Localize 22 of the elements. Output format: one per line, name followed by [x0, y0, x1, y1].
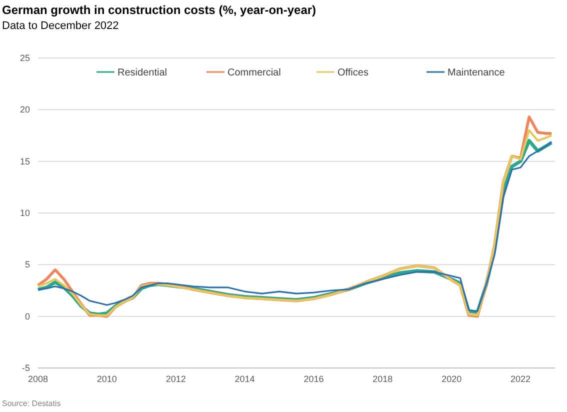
chart-subtitle: Data to December 2022: [2, 20, 119, 32]
chart-title: German growth in construction costs (%, year-on-year): [2, 3, 316, 17]
legend-label: Commercial: [228, 68, 281, 78]
y-tick-label: 5: [24, 260, 30, 270]
legend-label: Offices: [338, 68, 368, 78]
x-tick-label: 2014: [234, 374, 255, 384]
x-tick-label: 2008: [28, 374, 48, 384]
y-tick-label: 10: [20, 208, 30, 218]
x-tick-label: 2018: [372, 374, 393, 384]
legend-label: Residential: [118, 68, 167, 78]
y-tick-label: 15: [20, 156, 30, 166]
x-tick-label: 2022: [510, 374, 531, 384]
x-tick-label: 2010: [96, 374, 117, 384]
source-note: Source: Destatis: [2, 399, 61, 408]
y-tick-label: 0: [24, 311, 30, 322]
x-tick-label: 2012: [166, 374, 186, 384]
y-tick-label: -5: [22, 363, 30, 373]
x-tick-label: 2016: [304, 374, 324, 384]
x-tick-label: 2020: [442, 374, 462, 384]
legend-label: Maintenance: [448, 68, 506, 78]
y-tick-label: 25: [20, 53, 30, 63]
y-tick-label: 20: [20, 104, 30, 115]
